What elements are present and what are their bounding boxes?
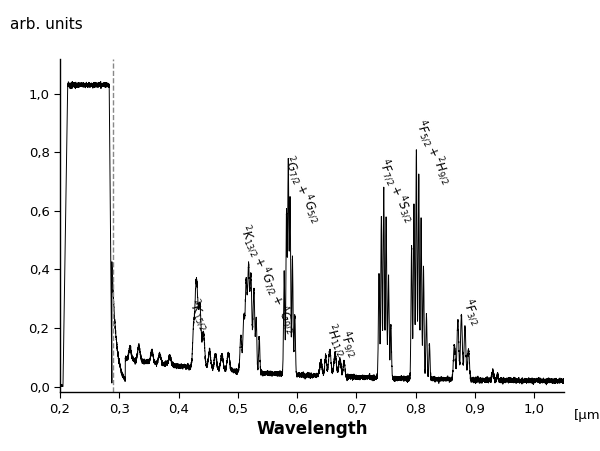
- Text: $^4F_{3/2}$: $^4F_{3/2}$: [457, 296, 485, 328]
- Text: $^4F_{7/2}+{}^4S_{3/2}$: $^4F_{7/2}+{}^4S_{3/2}$: [373, 156, 418, 226]
- Text: $^4F_{9/2}$: $^4F_{9/2}$: [334, 328, 362, 360]
- Text: [μm]: [μm]: [574, 409, 600, 422]
- Text: $^2K_{13/2}+{}^4G_{7/2}+{}^4G_{9/2}$: $^2K_{13/2}+{}^4G_{7/2}+{}^4G_{9/2}$: [234, 222, 300, 337]
- Text: $^2K_{15/2}$: $^2K_{15/2}$: [184, 296, 214, 334]
- X-axis label: Wavelength: Wavelength: [256, 420, 368, 438]
- Text: $^2H_{11/2}$: $^2H_{11/2}$: [320, 322, 350, 360]
- Text: $^4F_{5/2}+{}^2H_{9/2}$: $^4F_{5/2}+{}^2H_{9/2}$: [410, 117, 455, 188]
- Text: arb. units: arb. units: [10, 17, 82, 32]
- Text: $^2G_{7/2}+{}^4G_{5/2}$: $^2G_{7/2}+{}^4G_{5/2}$: [278, 153, 325, 226]
